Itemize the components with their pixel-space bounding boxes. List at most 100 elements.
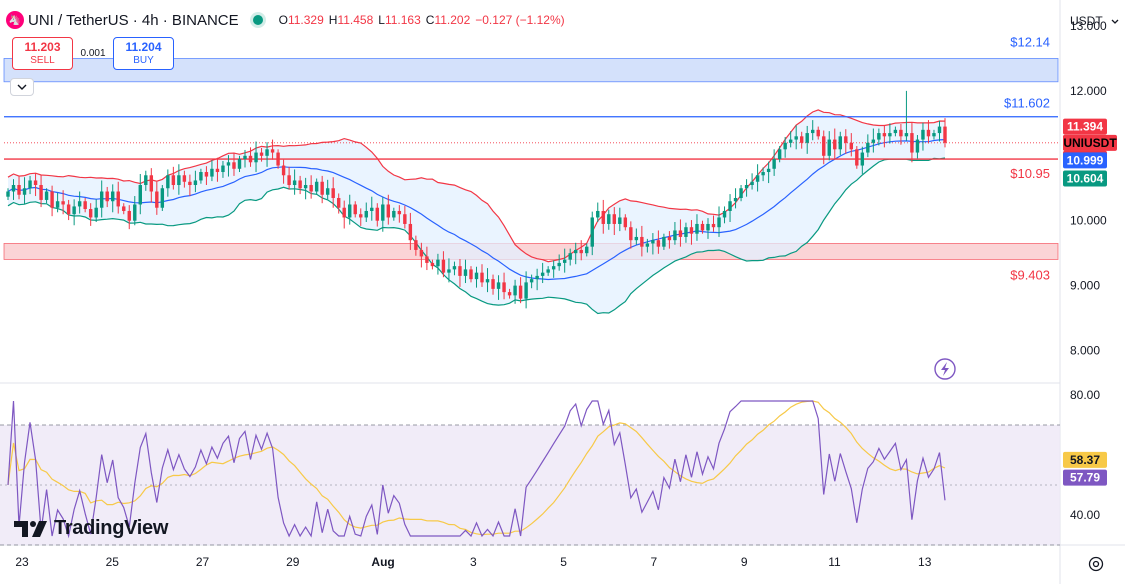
candle-body xyxy=(33,180,38,186)
candle-body xyxy=(838,136,842,150)
candle-body xyxy=(684,227,688,237)
candle-body xyxy=(844,136,848,143)
candle-body xyxy=(336,197,341,208)
candle-body xyxy=(601,210,605,224)
candle-body xyxy=(359,214,363,218)
tradingview-logo-icon xyxy=(14,520,47,537)
candle-body xyxy=(61,201,65,205)
candle-body xyxy=(160,188,165,208)
time-axis-tick: 25 xyxy=(106,555,120,569)
candle-body xyxy=(706,223,710,231)
candle-body xyxy=(590,217,594,247)
candle-body xyxy=(469,269,473,280)
candle-body xyxy=(485,279,490,283)
lower-band-tag-bg xyxy=(1063,170,1107,187)
candle-body xyxy=(739,188,743,198)
candle-body xyxy=(811,129,815,134)
candle-body xyxy=(50,191,54,208)
candle-body xyxy=(298,180,302,189)
sell-button[interactable]: 11.203 SELL xyxy=(12,37,73,70)
candle-body xyxy=(133,204,137,221)
candle-body xyxy=(17,185,21,195)
candle-body xyxy=(44,191,49,200)
candle-body xyxy=(441,259,446,273)
candle-body xyxy=(491,279,495,289)
candle-body xyxy=(750,181,754,186)
candle-body xyxy=(700,223,705,231)
candle-body xyxy=(629,227,633,241)
candle-body xyxy=(419,249,424,257)
candle-body xyxy=(877,133,881,140)
symbol-tag-bg xyxy=(1063,134,1117,151)
candle-body xyxy=(805,133,809,143)
buy-button[interactable]: 11.204 BUY xyxy=(113,37,174,70)
candle-body xyxy=(325,188,330,195)
candle-body xyxy=(860,152,865,166)
currency-selector[interactable]: USDT xyxy=(1064,10,1122,32)
symbol-tag: UNIUSDT xyxy=(1063,136,1117,150)
candle-body xyxy=(166,175,170,189)
candle-body xyxy=(11,185,16,192)
candle-body xyxy=(651,240,655,244)
candle-body xyxy=(634,236,639,241)
candle-body xyxy=(496,282,501,289)
candle-body xyxy=(144,175,148,186)
candle-body xyxy=(226,162,231,166)
candle-body xyxy=(403,214,407,224)
candle-body xyxy=(303,185,308,189)
market-open-icon xyxy=(252,15,263,25)
candle-body xyxy=(408,223,413,241)
candle-body xyxy=(618,217,622,224)
candle-body xyxy=(529,279,534,283)
bollinger-lower-line xyxy=(7,157,946,315)
candle-body xyxy=(761,172,765,176)
candle-body xyxy=(689,227,694,234)
candle-body xyxy=(182,175,187,182)
rsi-tag-bg xyxy=(1063,469,1107,486)
candle-body xyxy=(281,165,286,176)
rsi-tag: 57.79 xyxy=(1070,471,1100,485)
candle-body xyxy=(866,142,870,153)
resistance-zone xyxy=(3,58,1059,83)
rsi-axis-tick: 40.00 xyxy=(1070,508,1100,522)
candle-body xyxy=(88,209,93,218)
candle-body xyxy=(392,210,396,218)
candle-body xyxy=(673,230,677,241)
lightning-icon-ring xyxy=(934,358,956,380)
candle-body xyxy=(458,266,462,276)
candle-body xyxy=(353,204,357,215)
candle-body xyxy=(430,262,435,267)
candle-body xyxy=(755,175,760,182)
candle-body xyxy=(452,266,457,270)
time-axis-tick: 3 xyxy=(470,555,477,569)
ohlc-open: O11.329 xyxy=(278,13,324,27)
candle-body xyxy=(474,272,479,280)
ohlc-change: −0.127 (−1.12%) xyxy=(475,13,565,27)
rsi-ma-tag: 58.37 xyxy=(1070,453,1100,467)
price-axis-tick: 12.000 xyxy=(1070,84,1107,98)
sell-price: 11.203 xyxy=(24,39,61,54)
candle-body xyxy=(551,266,556,270)
symbol-title[interactable]: UNI / TetherUS · 4h · BINANCE xyxy=(28,11,239,29)
candle-body xyxy=(276,152,280,166)
candle-body xyxy=(915,139,920,153)
candle-body xyxy=(232,162,236,169)
candle-body xyxy=(937,126,942,134)
candle-body xyxy=(248,155,253,163)
gear-icon[interactable] xyxy=(1086,554,1106,574)
tradingview-logo[interactable]: TradingView xyxy=(14,517,168,540)
candle-body xyxy=(386,204,391,218)
time-axis-tick: 11 xyxy=(828,555,841,569)
buy-label: BUY xyxy=(133,54,154,66)
collapse-legend-button[interactable] xyxy=(10,78,34,96)
candle-body xyxy=(711,223,716,228)
candle-body xyxy=(83,201,87,210)
candle-body xyxy=(270,149,275,153)
candle-body xyxy=(111,191,115,202)
candle-body xyxy=(397,210,402,215)
candle-body xyxy=(849,142,854,150)
candle-body xyxy=(822,136,826,156)
candle-body xyxy=(265,149,269,156)
candle-body xyxy=(375,207,379,221)
